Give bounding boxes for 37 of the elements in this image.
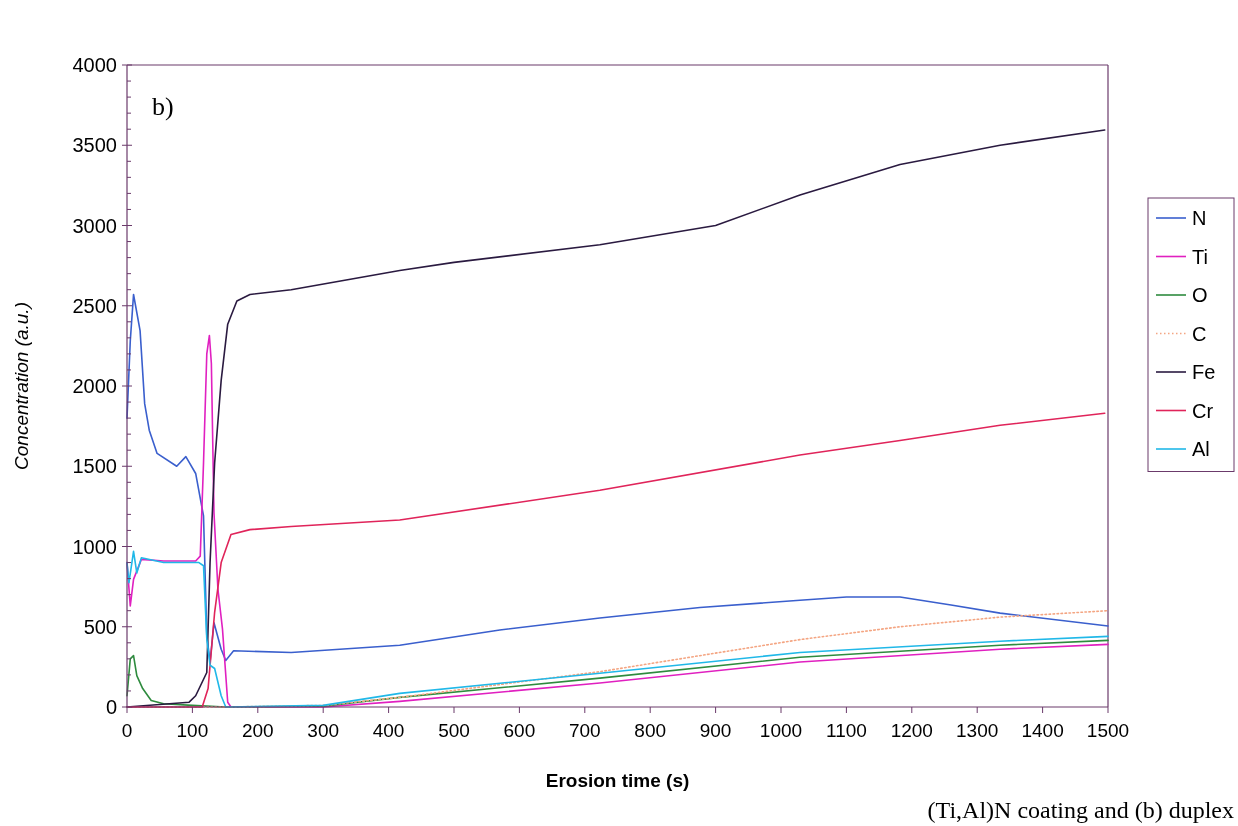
x-tick-label: 700	[568, 720, 601, 741]
legend-label: Ti	[1192, 245, 1208, 268]
annotation: b)	[152, 92, 174, 121]
y-tick-label: 1000	[72, 535, 117, 558]
x-tick-label: 1400	[1021, 720, 1064, 741]
x-tick-label: 900	[699, 720, 732, 741]
x-tick-label: 600	[503, 720, 536, 741]
y-tick-label: 500	[83, 615, 117, 638]
y-tick-label: 4000	[72, 54, 117, 76]
legend-label: O	[1192, 284, 1208, 306]
x-tick-label: 1200	[890, 720, 933, 741]
y-tick-label: 2000	[72, 375, 117, 397]
y-tick-label: 1500	[72, 455, 117, 478]
x-tick-label: 1500	[1086, 720, 1130, 741]
x-axis-title: Erosion time (s)	[545, 770, 690, 791]
x-tick-label: 1100	[825, 720, 867, 741]
x-tick-label: 200	[241, 720, 274, 741]
x-tick-label: 1000	[759, 720, 803, 741]
y-tick-label: 3500	[72, 134, 117, 157]
legend-label: N	[1192, 207, 1207, 229]
x-tick-label: 300	[307, 720, 340, 741]
text: (Ti,Al)N coating and (b) duplex	[927, 797, 1234, 823]
x-tick-label: 800	[634, 720, 667, 741]
legend-label: C	[1192, 322, 1207, 345]
x-tick-label: 0	[121, 720, 133, 741]
legend-label: Fe	[1192, 361, 1216, 383]
x-tick-label: 500	[438, 720, 470, 741]
y-axis-title: Concentration (a.u.)	[11, 302, 32, 470]
y-tick-label: 3000	[72, 214, 117, 237]
x-tick-label: 1300	[956, 720, 999, 741]
legend-label: Cr	[1192, 399, 1214, 422]
x-tick-label: 400	[372, 720, 405, 741]
y-tick-label: 2500	[72, 294, 117, 317]
legend-label: Al	[1192, 438, 1210, 460]
x-tick-label: 100	[176, 720, 209, 741]
line-series	[126, 293, 1109, 663]
y-tick-label: 0	[105, 696, 117, 718]
